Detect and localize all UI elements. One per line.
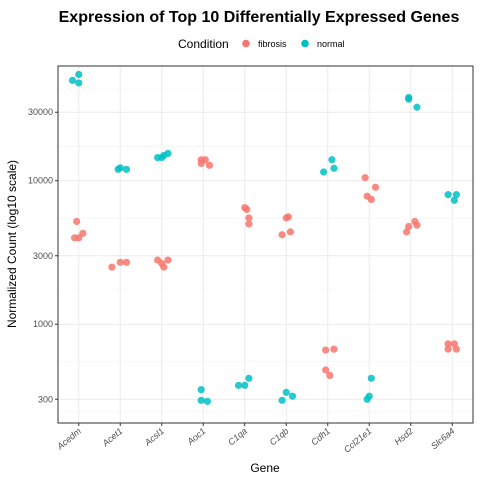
- x-tick-label: Cdh1: [309, 426, 332, 447]
- data-point-fibrosis: [205, 161, 214, 169]
- y-tick-label: 30000: [28, 107, 53, 117]
- data-point-normal: [241, 381, 249, 389]
- data-point-normal: [116, 164, 124, 172]
- data-point-normal: [320, 168, 328, 176]
- data-point-normal: [197, 396, 205, 404]
- x-tick-label: Aoc1: [185, 426, 208, 447]
- data-point-normal: [278, 396, 286, 404]
- data-point-normal: [164, 149, 172, 158]
- x-axis: Acedm Acet1 Acsl1 Aoc1 C1qa C1qb Cdh1 Ccl21e1 Hs…: [54, 423, 457, 455]
- data-point-fibrosis: [405, 222, 413, 231]
- data-point-fibrosis: [403, 228, 411, 236]
- data-point-fibrosis: [245, 214, 253, 222]
- y-tick-label: 10000: [28, 176, 53, 186]
- data-point-normal: [444, 191, 452, 199]
- data-point-fibrosis: [164, 256, 172, 264]
- data-point-normal: [282, 388, 290, 396]
- x-tick-label: Acsl1: [142, 426, 166, 448]
- legend-key-normal: [301, 39, 309, 48]
- data-point-fibrosis: [245, 220, 253, 228]
- x-tick-label: Acedm: [54, 426, 83, 453]
- data-point-fibrosis: [243, 205, 251, 214]
- data-point-fibrosis: [284, 213, 292, 221]
- legend-label-normal: normal: [317, 39, 345, 49]
- data-point-normal: [68, 76, 77, 85]
- data-point-normal: [405, 95, 413, 103]
- data-point-normal: [245, 374, 253, 382]
- data-point-normal: [452, 191, 460, 199]
- data-point-normal: [413, 103, 421, 111]
- y-axis: 300 1000 3000 10000 30000: [28, 107, 58, 404]
- data-point-normal: [288, 392, 297, 400]
- data-point-fibrosis: [160, 263, 168, 271]
- data-point-fibrosis: [326, 371, 334, 379]
- data-point-normal: [365, 392, 373, 400]
- plot-border: [57, 65, 474, 424]
- legend-key-fibrosis: [242, 39, 250, 48]
- data-point-fibrosis: [108, 263, 116, 271]
- data-points: [68, 70, 460, 405]
- data-point-fibrosis: [413, 221, 421, 229]
- data-point-fibrosis: [361, 174, 369, 182]
- data-point-normal: [367, 374, 375, 382]
- data-point-fibrosis: [286, 228, 294, 236]
- y-tick-label: 3000: [33, 251, 53, 261]
- x-tick-label: C1qa: [226, 426, 249, 447]
- data-point-fibrosis: [116, 258, 124, 266]
- data-point-fibrosis: [322, 366, 330, 374]
- y-tick-label: 1000: [33, 319, 53, 329]
- legend-title: Condition: [178, 37, 229, 51]
- data-point-fibrosis: [122, 258, 131, 266]
- data-point-fibrosis: [452, 345, 460, 353]
- data-point-fibrosis: [73, 217, 81, 226]
- data-point-normal: [203, 397, 211, 405]
- data-point-normal: [234, 381, 243, 389]
- x-axis-label: Gene: [250, 461, 280, 475]
- legend-label-fibrosis: fibrosis: [258, 39, 287, 49]
- x-tick-label: Acet1: [100, 426, 125, 449]
- data-point-normal: [75, 79, 83, 87]
- data-point-fibrosis: [367, 195, 375, 204]
- plot-panel: [58, 66, 473, 423]
- x-tick-label: Hsd2: [393, 426, 416, 447]
- data-point-normal: [75, 70, 83, 79]
- data-point-normal: [197, 386, 205, 394]
- data-point-fibrosis: [444, 345, 452, 353]
- y-tick-label: 300: [38, 394, 53, 404]
- data-point-fibrosis: [330, 345, 338, 353]
- data-point-fibrosis: [371, 183, 380, 191]
- grid: [58, 66, 473, 423]
- data-point-normal: [328, 156, 336, 164]
- y-axis-label: Normalized Count (log10 scale): [5, 160, 19, 328]
- data-point-normal: [450, 196, 458, 204]
- data-point-fibrosis: [197, 159, 205, 168]
- data-point-fibrosis: [79, 229, 87, 237]
- x-tick-label: Ccl21e1: [342, 426, 374, 455]
- data-point-normal: [122, 165, 131, 173]
- data-point-normal: [330, 164, 338, 172]
- legend: Condition fibrosis normal: [178, 37, 345, 51]
- chart-title: Expression of Top 10 Differentially Expr…: [59, 9, 460, 26]
- x-tick-label: C1qb: [268, 426, 291, 447]
- data-point-fibrosis: [444, 340, 452, 348]
- data-point-fibrosis: [278, 231, 286, 239]
- data-point-fibrosis: [322, 346, 330, 354]
- x-tick-label: Slc6a4: [429, 426, 457, 451]
